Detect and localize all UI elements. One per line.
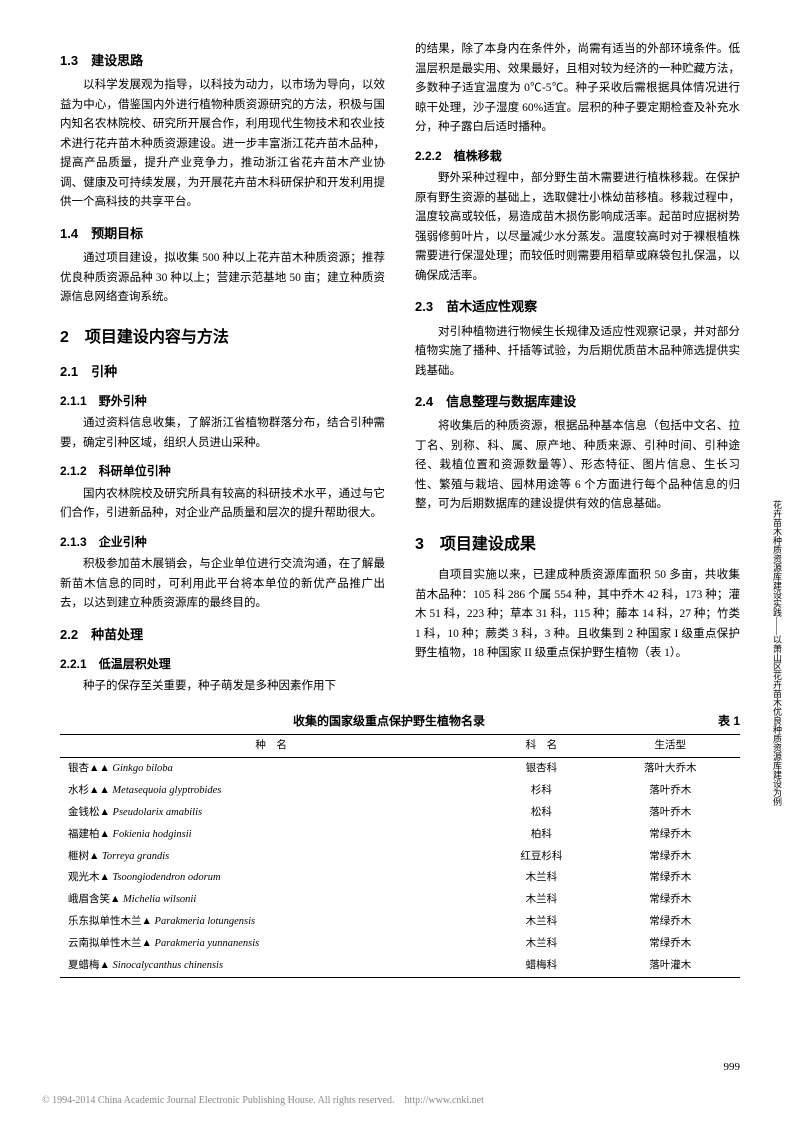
h-1-3: 1.3 建设思路: [60, 50, 385, 72]
cell-lifeform: 常绿乔木: [600, 933, 740, 955]
table-title-text: 收集的国家级重点保护野生植物名录: [293, 714, 485, 728]
table-number: 表 1: [718, 711, 740, 731]
cell-species: 福建柏▲ Fokienia hodginsii: [60, 824, 482, 846]
cell-species: 云南拟单性木兰▲ Parakmeria yunnanensis: [60, 933, 482, 955]
th-species: 种 名: [60, 735, 482, 758]
cell-lifeform: 常绿乔木: [600, 867, 740, 889]
p-1-4: 通过项目建设，拟收集 500 种以上花卉苗木种质资源；推荐优良种质资源品种 30…: [60, 249, 385, 308]
th-family: 科 名: [482, 735, 600, 758]
p-2-1-3: 积极参加苗木展销会，与企业单位进行交流沟通，在了解最新苗木信息的同时，可利用此平…: [60, 555, 385, 614]
p-2-2-2: 野外采种过程中，部分野生苗木需要进行植株移栽。在保护原有野生资源的基础上，选取健…: [415, 169, 740, 286]
h-2: 2 项目建设内容与方法: [60, 324, 385, 351]
left-column: 1.3 建设思路 以科学发展观为指导，以科技为动力，以市场为导向，以效益为中心，…: [60, 40, 385, 697]
table-row: 夏蜡梅▲ Sinocalycanthus chinensis蜡梅科落叶灌木: [60, 955, 740, 977]
h-2-3: 2.3 苗木适应性观察: [415, 296, 740, 318]
plant-table: 种 名 科 名 生活型 银杏▲▲ Ginkgo biloba银杏科落叶大乔木水杉…: [60, 734, 740, 977]
page-number: 999: [724, 1058, 741, 1077]
h-2-1: 2.1 引种: [60, 361, 385, 383]
cell-family: 木兰科: [482, 911, 600, 933]
h-2-4: 2.4 信息整理与数据库建设: [415, 391, 740, 413]
cell-lifeform: 常绿乔木: [600, 889, 740, 911]
h-1-4: 1.4 预期目标: [60, 223, 385, 245]
cell-lifeform: 落叶乔木: [600, 780, 740, 802]
right-column: 的结果，除了本身内在条件外，尚需有适当的外部环境条件。低温层积是最实用、效果最好…: [415, 40, 740, 697]
table-row: 银杏▲▲ Ginkgo biloba银杏科落叶大乔木: [60, 758, 740, 780]
table-header-row: 种 名 科 名 生活型: [60, 735, 740, 758]
h-2-1-1: 2.1.1 野外引种: [60, 391, 385, 411]
cell-species: 夏蜡梅▲ Sinocalycanthus chinensis: [60, 955, 482, 977]
cell-lifeform: 常绿乔木: [600, 846, 740, 868]
side-running-title: 花卉苗木种质资源库建设实践——以萧山区花卉苗木优良种质资源库建设为例: [768, 500, 782, 806]
table-row: 榧树▲ Torreya grandis红豆杉科常绿乔木: [60, 846, 740, 868]
p-2-1-2: 国内农林院校及研究所具有较高的科研技术水平，通过与它们合作，引进新品种，对企业产…: [60, 485, 385, 524]
cell-family: 木兰科: [482, 889, 600, 911]
cell-species: 峨眉含笑▲ Michelia wilsonii: [60, 889, 482, 911]
cell-family: 木兰科: [482, 867, 600, 889]
th-lifeform: 生活型: [600, 735, 740, 758]
table-row: 云南拟单性木兰▲ Parakmeria yunnanensis木兰科常绿乔木: [60, 933, 740, 955]
cell-lifeform: 常绿乔木: [600, 824, 740, 846]
h-2-2-2: 2.2.2 植株移栽: [415, 146, 740, 166]
p-2-2-1: 种子的保存至关重要，种子萌发是多种因素作用下: [60, 677, 385, 697]
table-row: 福建柏▲ Fokienia hodginsii柏科常绿乔木: [60, 824, 740, 846]
p-1-3: 以科学发展观为指导，以科技为动力，以市场为导向，以效益为中心，借鉴国内外进行植物…: [60, 76, 385, 213]
p-2-3: 对引种植物进行物候生长规律及适应性观察记录，并对部分植物实施了播种、扦插等试验，…: [415, 323, 740, 382]
table-row: 峨眉含笑▲ Michelia wilsonii木兰科常绿乔木: [60, 889, 740, 911]
h-2-1-2: 2.1.2 科研单位引种: [60, 461, 385, 481]
cell-family: 银杏科: [482, 758, 600, 780]
h-2-2-1: 2.2.1 低温层积处理: [60, 654, 385, 674]
table-row: 水杉▲▲ Metasequoia glyptrobides杉科落叶乔木: [60, 780, 740, 802]
p-2-4: 将收集后的种质资源，根据品种基本信息（包括中文名、拉丁名、别称、科、属、原产地、…: [415, 417, 740, 515]
cell-species: 观光木▲ Tsoongiodendron odorum: [60, 867, 482, 889]
p-cont: 的结果，除了本身内在条件外，尚需有适当的外部环境条件。低温层积是最实用、效果最好…: [415, 40, 740, 138]
content-wrapper: 1.3 建设思路 以科学发展观为指导，以科技为动力，以市场为导向，以效益为中心，…: [60, 40, 740, 697]
footer-copyright: © 1994-2014 China Academic Journal Elect…: [42, 1092, 484, 1109]
cell-lifeform: 落叶大乔木: [600, 758, 740, 780]
cell-species: 乐东拟单性木兰▲ Parakmeria lotungensis: [60, 911, 482, 933]
cell-species: 金钱松▲ Pseudolarix amabilis: [60, 802, 482, 824]
cell-family: 杉科: [482, 780, 600, 802]
cell-family: 蜡梅科: [482, 955, 600, 977]
cell-family: 松科: [482, 802, 600, 824]
h-3: 3 项目建设成果: [415, 531, 740, 558]
h-2-1-3: 2.1.3 企业引种: [60, 532, 385, 552]
cell-species: 银杏▲▲ Ginkgo biloba: [60, 758, 482, 780]
cell-species: 榧树▲ Torreya grandis: [60, 846, 482, 868]
cell-family: 木兰科: [482, 933, 600, 955]
p-2-1-1: 通过资料信息收集，了解浙江省植物群落分布，结合引种需要，确定引种区域，组织人员进…: [60, 414, 385, 453]
cell-lifeform: 落叶灌木: [600, 955, 740, 977]
cell-lifeform: 常绿乔木: [600, 911, 740, 933]
p-3: 自项目实施以来，已建成种质资源库面积 50 多亩，共收集苗木品种：105 科 2…: [415, 566, 740, 664]
table-row: 观光木▲ Tsoongiodendron odorum木兰科常绿乔木: [60, 867, 740, 889]
table-row: 乐东拟单性木兰▲ Parakmeria lotungensis木兰科常绿乔木: [60, 911, 740, 933]
cell-family: 柏科: [482, 824, 600, 846]
table-caption: 收集的国家级重点保护野生植物名录 表 1: [60, 711, 740, 731]
cell-family: 红豆杉科: [482, 846, 600, 868]
h-2-2: 2.2 种苗处理: [60, 624, 385, 646]
table-row: 金钱松▲ Pseudolarix amabilis松科落叶乔木: [60, 802, 740, 824]
cell-species: 水杉▲▲ Metasequoia glyptrobides: [60, 780, 482, 802]
cell-lifeform: 落叶乔木: [600, 802, 740, 824]
